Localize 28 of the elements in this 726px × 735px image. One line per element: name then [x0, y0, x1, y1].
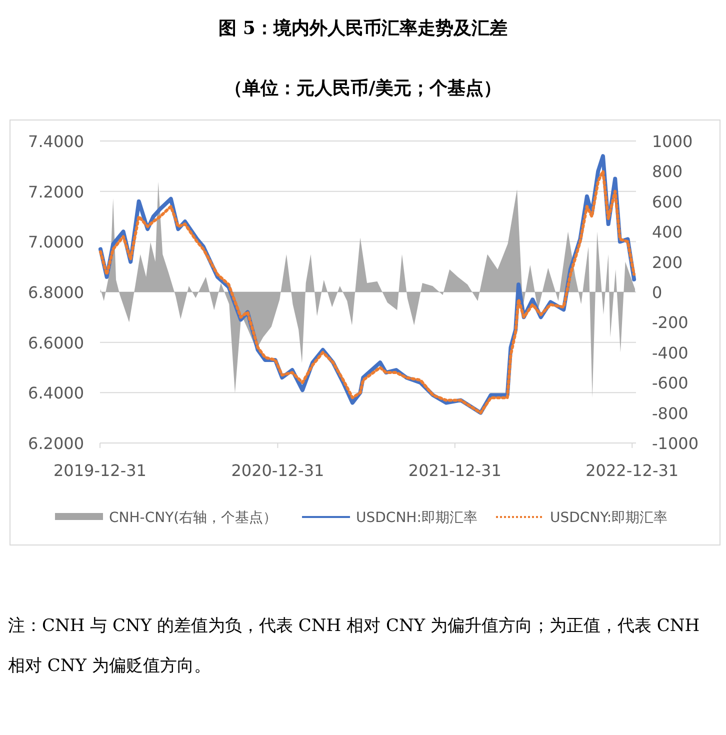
- x-tick-label: 2021-12-31: [408, 461, 502, 480]
- y-tick-label: 7.4000: [28, 132, 84, 151]
- y2-tick-label: 1000: [652, 132, 693, 151]
- y2-tick-label: -400: [652, 343, 688, 362]
- x-tick-label: 2020-12-31: [231, 461, 324, 480]
- y2-tick-label: 800: [652, 162, 683, 182]
- y2-tick-label: -1000: [652, 434, 698, 453]
- legend-label: USDCNY:即期汇率: [550, 510, 668, 526]
- text: 注：CNH 与 CNY 的差值为负，代表 CNH 相对 CNY 为偏升值方向；为正值，代表 CNH 相对 CNY 为偏贬值方向。: [8, 615, 701, 678]
- x-tick-label: 2022-12-31: [586, 461, 679, 480]
- y2-tick-label: -200: [652, 313, 688, 332]
- y-tick-label: 6.8000: [28, 283, 84, 302]
- y2-tick-label: -600: [652, 374, 688, 393]
- y2-tick-label: 400: [652, 222, 683, 242]
- y2-tick-label: 600: [652, 192, 683, 212]
- y-tick-label: 6.6000: [28, 333, 84, 352]
- y2-tick-label: -800: [652, 404, 688, 423]
- y-tick-label: 7.0000: [28, 232, 84, 252]
- y2-tick-label: 0: [652, 283, 662, 302]
- legend-label: CNH-CNY(右轴，个基点）: [109, 510, 278, 526]
- y-tick-label: 6.2000: [28, 434, 84, 453]
- y-tick-label: 6.4000: [28, 384, 84, 403]
- y2-tick-label: 200: [652, 252, 683, 272]
- legend-label: USDCNH:即期汇率: [356, 510, 478, 526]
- chart-subtitle: （单位：元人民币/美元；个基点）: [224, 77, 502, 100]
- chart-title: 图 5：境内外人民币汇率走势及汇差: [218, 17, 508, 40]
- x-tick-label: 2019-12-31: [54, 461, 146, 480]
- y-tick-label: 7.2000: [28, 182, 84, 202]
